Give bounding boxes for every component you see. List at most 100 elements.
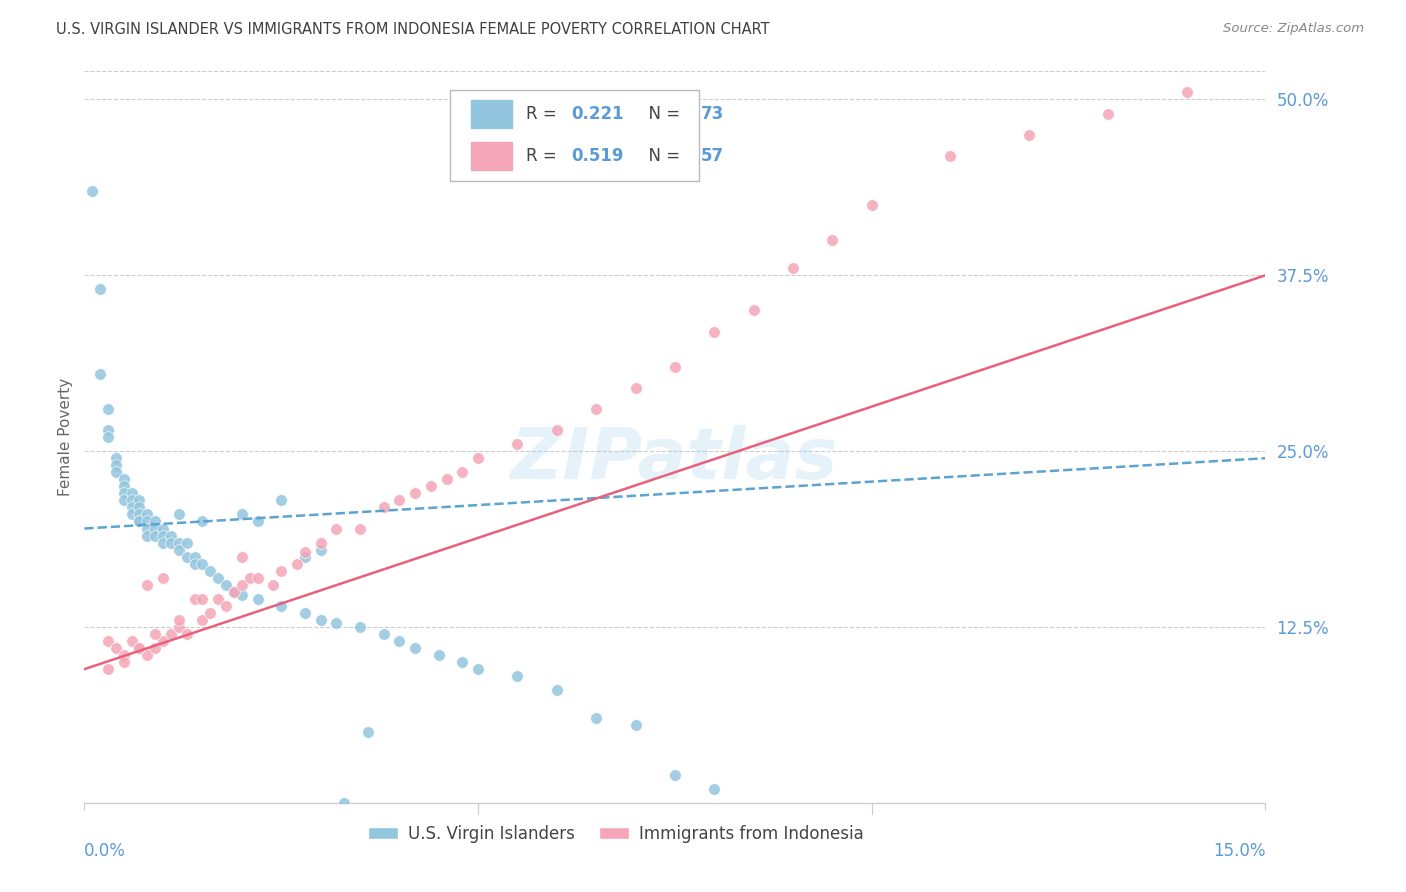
Point — [89, 282, 111, 296]
Point — [121, 486, 143, 500]
Point — [207, 571, 229, 585]
Point — [782, 261, 804, 276]
Point — [325, 615, 347, 630]
Point — [152, 521, 174, 535]
Point — [246, 591, 269, 606]
Point — [128, 493, 150, 508]
Point — [112, 493, 135, 508]
Point — [136, 508, 159, 522]
Point — [451, 655, 474, 669]
Point — [349, 521, 371, 535]
Point — [128, 508, 150, 522]
Point — [136, 528, 159, 542]
Point — [128, 515, 150, 529]
Point — [349, 620, 371, 634]
Point — [200, 564, 222, 578]
Point — [104, 451, 127, 466]
Point — [1175, 86, 1198, 100]
FancyBboxPatch shape — [471, 143, 512, 170]
Point — [246, 515, 269, 529]
Point — [97, 401, 120, 416]
Point — [112, 486, 135, 500]
Point — [294, 545, 316, 559]
Point — [262, 578, 284, 592]
Text: 0.519: 0.519 — [571, 147, 623, 165]
Point — [160, 535, 183, 549]
Point — [357, 725, 380, 739]
Point — [222, 584, 245, 599]
Point — [703, 781, 725, 796]
Text: R =: R = — [526, 147, 562, 165]
Point — [176, 549, 198, 564]
Point — [373, 500, 395, 515]
Point — [104, 458, 127, 473]
Text: 0.0%: 0.0% — [84, 842, 127, 860]
Point — [231, 549, 253, 564]
Point — [703, 325, 725, 339]
Point — [270, 599, 292, 613]
Point — [325, 521, 347, 535]
Text: 73: 73 — [700, 105, 724, 123]
Point — [309, 613, 332, 627]
Point — [231, 578, 253, 592]
Point — [546, 683, 568, 698]
Point — [82, 184, 104, 198]
Point — [860, 198, 883, 212]
Point — [183, 549, 205, 564]
Text: Source: ZipAtlas.com: Source: ZipAtlas.com — [1223, 22, 1364, 36]
Point — [152, 535, 174, 549]
Text: ZIPatlas: ZIPatlas — [512, 425, 838, 493]
Point — [121, 634, 143, 648]
Point — [388, 634, 411, 648]
Point — [373, 627, 395, 641]
Point — [191, 591, 214, 606]
Point — [136, 521, 159, 535]
Point — [128, 641, 150, 656]
Point — [112, 472, 135, 486]
Point — [128, 641, 150, 656]
Point — [143, 641, 166, 656]
Point — [333, 796, 356, 810]
Point — [191, 557, 214, 571]
Point — [143, 515, 166, 529]
Point — [231, 588, 253, 602]
Point — [285, 557, 308, 571]
Point — [742, 303, 765, 318]
Point — [152, 528, 174, 542]
Point — [160, 528, 183, 542]
Point — [167, 542, 190, 557]
Point — [97, 430, 120, 444]
Point — [624, 381, 647, 395]
Point — [231, 508, 253, 522]
Point — [136, 578, 159, 592]
FancyBboxPatch shape — [471, 101, 512, 128]
Point — [309, 542, 332, 557]
Point — [183, 591, 205, 606]
Text: 0.221: 0.221 — [571, 105, 624, 123]
Point — [451, 465, 474, 479]
FancyBboxPatch shape — [450, 90, 699, 181]
Legend: U.S. Virgin Islanders, Immigrants from Indonesia: U.S. Virgin Islanders, Immigrants from I… — [361, 818, 870, 849]
Point — [624, 718, 647, 732]
Point — [222, 584, 245, 599]
Point — [104, 465, 127, 479]
Point — [546, 423, 568, 437]
Text: 57: 57 — [700, 147, 724, 165]
Point — [664, 359, 686, 374]
Point — [294, 549, 316, 564]
Point — [309, 535, 332, 549]
Point — [585, 711, 607, 725]
Point — [143, 521, 166, 535]
Point — [1018, 128, 1040, 142]
Point — [404, 641, 426, 656]
Point — [270, 564, 292, 578]
Point — [246, 571, 269, 585]
Point — [467, 451, 489, 466]
Point — [506, 437, 529, 451]
Point — [664, 767, 686, 781]
Point — [427, 648, 450, 662]
Point — [585, 401, 607, 416]
Point — [89, 367, 111, 381]
Point — [821, 233, 844, 247]
Point — [419, 479, 441, 493]
